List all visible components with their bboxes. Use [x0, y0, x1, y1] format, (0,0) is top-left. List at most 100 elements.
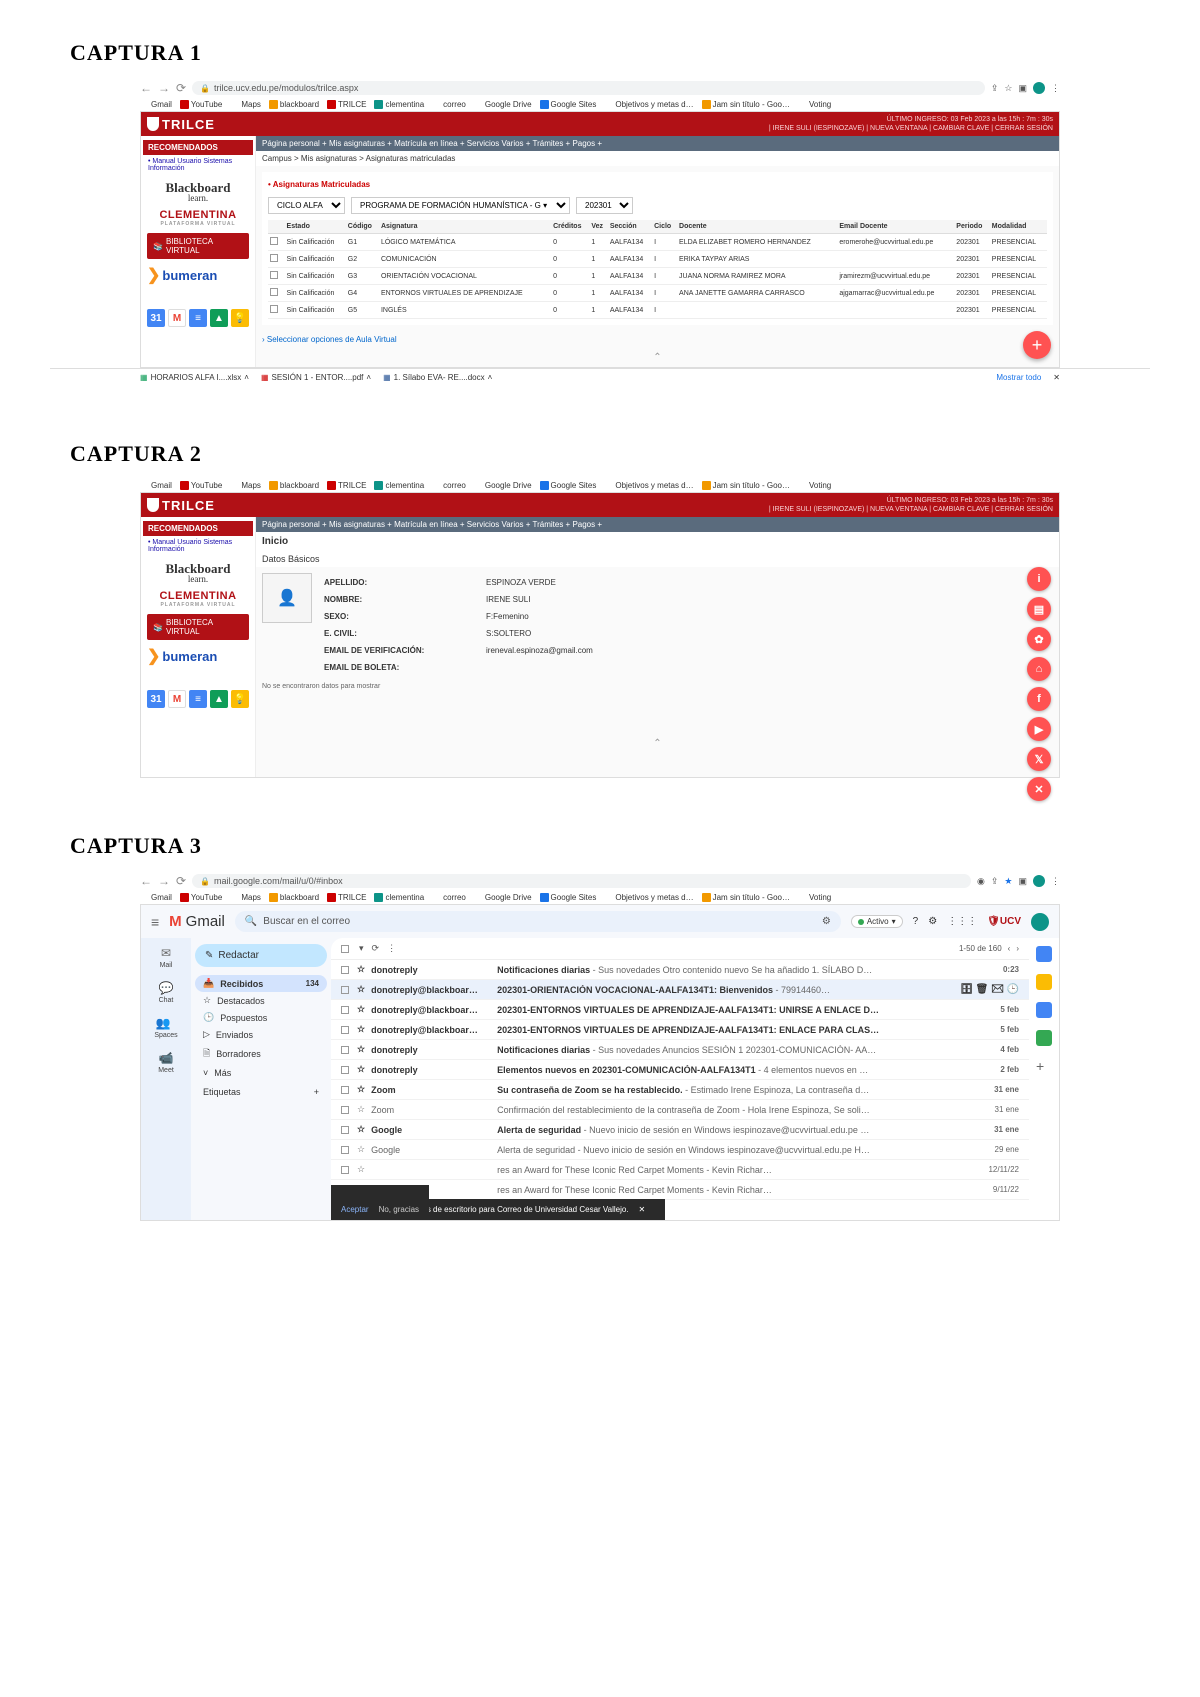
calendar-icon[interactable]: 31 — [147, 309, 165, 327]
gmail-icon[interactable]: M — [168, 309, 186, 327]
mail-row[interactable]: ☆donotreply@blackboar…202301-ENTORNOS VI… — [331, 1000, 1029, 1020]
filter-programa[interactable]: PROGRAMA DE FORMACIÓN HUMANÍSTICA - G ▾ — [351, 197, 570, 214]
bookmark-item[interactable]: YouTube — [180, 100, 222, 109]
download-3[interactable]: ▦1. Sílabo EVA- RE....docx ˄ — [383, 373, 492, 382]
prev-icon[interactable]: ‹ — [1008, 944, 1011, 953]
url-bar[interactable]: 🔒trilce.ucv.edu.pe/modulos/trilce.aspx — [192, 81, 985, 95]
bookmark-item[interactable]: blackboard — [269, 100, 319, 109]
clementina-logo[interactable]: CLEMENTINAPLATAFORMA VIRTUAL — [143, 209, 253, 227]
bookmark-item[interactable]: Google Sites — [540, 100, 597, 109]
refresh-icon[interactable]: ⟳ — [372, 943, 380, 954]
show-all-link[interactable]: Mostrar todo — [996, 373, 1041, 382]
bookmark-item[interactable]: Objetivos y metas d… — [604, 893, 693, 902]
notif-close-icon[interactable]: ✕ — [639, 1205, 646, 1214]
bookmark-item[interactable]: Jam sin título - Goo… — [702, 481, 790, 490]
filter-ciclo[interactable]: CICLO ALFA — [268, 197, 345, 214]
star-icon[interactable]: ☆ — [1004, 83, 1012, 94]
forward-icon[interactable]: → — [158, 81, 170, 95]
help-icon[interactable]: ? — [913, 916, 919, 927]
bookmark-item[interactable]: TRILCE — [327, 893, 366, 902]
bookmark-item[interactable]: blackboard — [269, 893, 319, 902]
add-icon[interactable]: + — [1036, 1058, 1052, 1074]
apps-icon[interactable]: ⋮⋮⋮ — [947, 916, 977, 927]
nav-item[interactable]: ˅Más — [195, 1065, 327, 1081]
bumeran-link[interactable]: ❯bumeran — [147, 265, 249, 285]
download-1[interactable]: ▦HORARIOS ALFA I....xlsx ˄ — [140, 373, 249, 382]
add-label-icon[interactable]: + — [314, 1087, 319, 1097]
bookmark-item[interactable]: TRILCE — [327, 100, 366, 109]
ext-icon[interactable]: ▣ — [1018, 83, 1027, 94]
calendar-icon[interactable] — [1036, 946, 1052, 962]
menu-icon[interactable]: ⋮ — [1051, 83, 1060, 94]
gear-fab[interactable]: ✿ — [1027, 627, 1051, 651]
fab-add[interactable]: + — [1023, 331, 1051, 359]
doc-fab[interactable]: ▤ — [1027, 597, 1051, 621]
download-2[interactable]: ▦SESIÓN 1 - ENTOR....pdf ˄ — [261, 373, 371, 382]
bookmark-item[interactable]: clementina — [374, 481, 424, 490]
bookmark-item[interactable]: clementina — [374, 100, 424, 109]
tasks-icon[interactable] — [1036, 1002, 1052, 1018]
profile-icon[interactable] — [1033, 82, 1045, 94]
back-icon[interactable]: ← — [140, 81, 152, 95]
nav-item[interactable]: ☆Destacados — [195, 992, 327, 1009]
close-icon[interactable]: ✕ — [1053, 373, 1060, 382]
bookmark-item[interactable]: Gmail — [140, 100, 172, 109]
bookmark-item[interactable]: Gmail — [140, 481, 172, 490]
drive-icon[interactable]: ▲ — [210, 309, 228, 327]
biblioteca-link[interactable]: 📚 BIBLIOTECA VIRTUAL — [147, 233, 249, 259]
bookmark-item[interactable]: clementina — [374, 893, 424, 902]
bookmark-item[interactable]: YouTube — [180, 481, 222, 490]
bookmark-item[interactable]: Maps — [230, 481, 261, 490]
bookmark-item[interactable]: Objetivos y metas d… — [604, 481, 693, 490]
bookmark-item[interactable]: Maps — [230, 100, 261, 109]
close-fab[interactable]: ✕ — [1027, 777, 1051, 801]
select-all-checkbox[interactable] — [341, 945, 349, 953]
mail-row[interactable]: ☆GoogleAlerta de seguridad - Nuevo inici… — [331, 1140, 1029, 1160]
keep-icon[interactable]: 💡 — [231, 309, 249, 327]
bookmark-item[interactable]: correo — [432, 893, 466, 902]
bookmark-item[interactable]: YouTube — [180, 893, 222, 902]
mail-row[interactable]: ☆donotreplyElementos nuevos en 202301-CO… — [331, 1060, 1029, 1080]
bookmark-item[interactable]: correo — [432, 100, 466, 109]
search-input[interactable]: 🔍 Buscar en el correo⚙ — [235, 911, 841, 932]
bookmark-item[interactable]: Google Sites — [540, 481, 597, 490]
bookmark-item[interactable]: Voting — [798, 481, 831, 490]
docs-icon[interactable]: ≡ — [189, 309, 207, 327]
mail-row[interactable]: ☆res an Award for These Iconic Red Carpe… — [331, 1180, 1029, 1200]
bookmark-item[interactable]: Jam sin título - Goo… — [702, 100, 790, 109]
share-icon[interactable]: ⇪ — [991, 83, 999, 94]
filter-periodo[interactable]: 202301 — [576, 197, 633, 214]
mail-row[interactable]: ☆donotreplyNotificaciones diarias - Sus … — [331, 960, 1029, 980]
bookmark-item[interactable]: Voting — [798, 893, 831, 902]
nav-item[interactable]: 🕒Pospuestos — [195, 1009, 327, 1026]
mail-row[interactable]: ☆ZoomConfirmación del restablecimiento d… — [331, 1100, 1029, 1120]
bookmark-item[interactable]: Gmail — [140, 893, 172, 902]
select-aula-link[interactable]: › Seleccionar opciones de Aula Virtual — [256, 331, 1059, 348]
nav-item[interactable]: 🗎Borradores — [195, 1043, 327, 1065]
manual-link[interactable]: • Manual Usuario Sistemas Información — [143, 155, 253, 175]
nav-item[interactable]: ▷Enviados — [195, 1026, 327, 1043]
bookmark-item[interactable]: Google Sites — [540, 893, 597, 902]
mail-row[interactable]: ☆ZoomSu contraseña de Zoom se ha restabl… — [331, 1080, 1029, 1100]
nav-item[interactable]: 📥Recibidos134 — [195, 975, 327, 992]
next-icon[interactable]: › — [1016, 944, 1019, 953]
no-link[interactable]: No, gracias — [379, 1205, 419, 1214]
avatar[interactable] — [1031, 913, 1049, 931]
mail-row[interactable]: ☆donotreply@blackboar…202301-ORIENTACIÓN… — [331, 980, 1029, 1000]
bookmark-item[interactable]: TRILCE — [327, 481, 366, 490]
bookmark-item[interactable]: Google Drive — [474, 100, 532, 109]
home-fab[interactable]: ⌂ — [1027, 657, 1051, 681]
accept-link[interactable]: Aceptar — [341, 1205, 369, 1214]
compose-button[interactable]: ✎ Redactar — [195, 944, 327, 967]
bookmark-item[interactable]: Google Drive — [474, 481, 532, 490]
bookmark-item[interactable]: Jam sin título - Goo… — [702, 893, 790, 902]
facebook-fab[interactable]: f — [1027, 687, 1051, 711]
contacts-icon[interactable] — [1036, 1030, 1052, 1046]
blackboard-logo[interactable]: Blackboardlearn. — [143, 181, 253, 203]
bookmark-item[interactable]: Objetivos y metas d… — [604, 100, 693, 109]
mail-row[interactable]: ☆donotreply@blackboar…202301-ENTORNOS VI… — [331, 1020, 1029, 1040]
top-menu[interactable]: Página personal + Mis asignaturas + Matr… — [256, 136, 1059, 151]
bookmark-item[interactable]: correo — [432, 481, 466, 490]
youtube-fab[interactable]: ▶ — [1027, 717, 1051, 741]
bookmark-item[interactable]: Maps — [230, 893, 261, 902]
